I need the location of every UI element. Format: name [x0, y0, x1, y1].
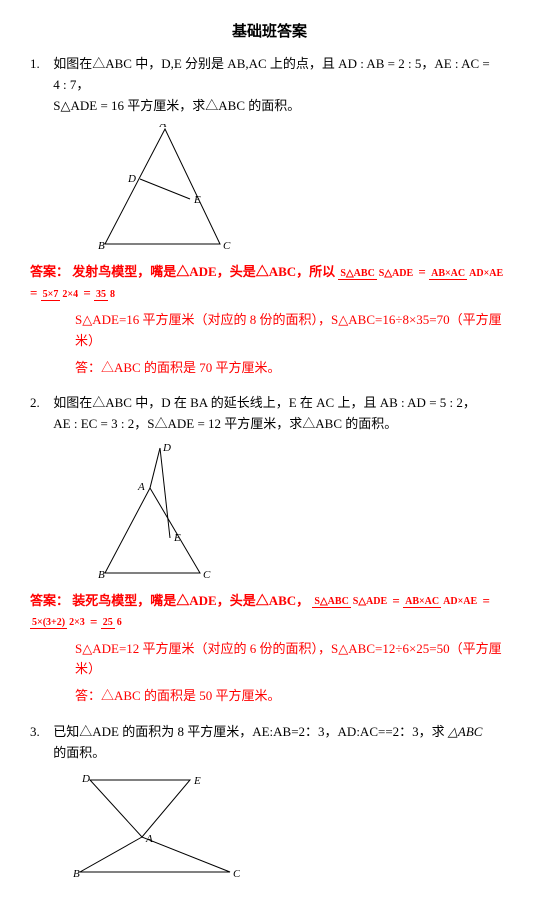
problem-1: 1. 如图在△ABC 中，D,E 分别是 AB,AC 上的点，且 AD : AB… — [30, 54, 509, 378]
answer-line: S△ADE=16 平方厘米（对应的 8 份的面积），S△ABC=16÷8×35=… — [75, 310, 509, 352]
answer-label: 答案： — [30, 264, 69, 279]
fraction: 256 — [101, 617, 124, 628]
svg-text:A: A — [145, 833, 153, 845]
svg-text:A: A — [159, 124, 167, 130]
svg-text:B: B — [98, 240, 105, 252]
eq: = — [30, 285, 37, 300]
text-line: 如图在△ABC 中，D,E 分别是 AB,AC 上的点，且 AD : AB = … — [53, 56, 489, 92]
answer-line: S△ADE=12 平方厘米（对应的 6 份的面积），S△ABC=12÷6×25=… — [75, 639, 509, 681]
answer-label: 答案： — [30, 593, 69, 608]
fraction: AB×ACAD×AE — [429, 268, 505, 279]
problem-3: 3. 已知△ADE 的面积为 8 平方厘米，AE:AB=2：3，AD:AC==2… — [30, 722, 509, 882]
svg-text:B: B — [73, 868, 80, 880]
text-line: 如图在△ABC 中，D 在 BA 的延长线上，E 在 AC 上，且 AB : A… — [53, 395, 476, 410]
problem-text: 如图在△ABC 中，D 在 BA 的延长线上，E 在 AC 上，且 AB : A… — [53, 393, 493, 435]
problem-number: 3. — [30, 722, 50, 743]
answer-text: 装死鸟模型，嘴是△ADE，头是△ABC， — [72, 593, 309, 608]
fraction: AB×ACAD×AE — [403, 596, 479, 607]
answer-block: 答案： 发射鸟模型，嘴是△ADE，头是△ABC，所以 S△ABCS△ADE = … — [30, 262, 509, 378]
eq: = — [90, 614, 97, 629]
fraction: 5×(3+2)2×3 — [30, 617, 87, 628]
answer-text: 发射鸟模型，嘴是△ADE，头是△ABC，所以 — [72, 264, 335, 279]
page-title: 基础班答案 — [30, 20, 509, 44]
problem-text: 已知△ADE 的面积为 8 平方厘米，AE:AB=2：3，AD:AC==2：3，… — [53, 722, 493, 764]
problem-text: 如图在△ABC 中，D,E 分别是 AB,AC 上的点，且 AD : AB = … — [53, 54, 493, 116]
eq: = — [482, 593, 489, 608]
svg-text:E: E — [193, 775, 201, 787]
eq: = — [83, 285, 90, 300]
eq: = — [392, 593, 399, 608]
text-line: 的面积。 — [53, 745, 105, 760]
fraction: 358 — [94, 289, 117, 300]
answer-line: 答：△ABC 的面积是 70 平方厘米。 — [75, 358, 509, 379]
svg-text:C: C — [203, 569, 211, 581]
svg-text:E: E — [173, 532, 181, 544]
svg-text:D: D — [81, 773, 90, 785]
fraction: 5×72×4 — [41, 289, 80, 300]
answer-block: 答案： 装死鸟模型，嘴是△ADE，头是△ABC， S△ABCS△ADE = AB… — [30, 591, 509, 707]
answer-line: 答：△ABC 的面积是 50 平方厘米。 — [75, 686, 509, 707]
svg-text:D: D — [162, 443, 171, 454]
text-line: AE : EC = 3 : 2，S△ADE = 12 平方厘米，求△ABC 的面… — [53, 416, 397, 431]
figure-2: D A B C E — [90, 443, 509, 583]
problem-2: 2. 如图在△ABC 中，D 在 BA 的延长线上，E 在 AC 上，且 AB … — [30, 393, 509, 707]
text-line: 已知△ADE 的面积为 8 平方厘米，AE:AB=2：3，AD:AC==2：3，… — [53, 724, 444, 739]
eq: = — [418, 264, 425, 279]
svg-text:C: C — [233, 868, 240, 880]
problem-number: 1. — [30, 54, 50, 75]
fraction: S△ABCS△ADE — [312, 596, 389, 607]
svg-text:B: B — [98, 569, 105, 581]
figure-3: D E A B C — [70, 772, 509, 882]
text-line: S△ADE = 16 平方厘米，求△ABC 的面积。 — [53, 98, 300, 113]
svg-text:E: E — [193, 194, 201, 206]
svg-text:D: D — [127, 173, 136, 185]
fraction: S△ABCS△ADE — [338, 268, 415, 279]
svg-text:C: C — [223, 240, 231, 252]
triangle-label: △ABC — [448, 724, 483, 739]
svg-text:A: A — [137, 481, 145, 493]
problem-number: 2. — [30, 393, 50, 414]
figure-1: A B C D E — [90, 124, 509, 254]
